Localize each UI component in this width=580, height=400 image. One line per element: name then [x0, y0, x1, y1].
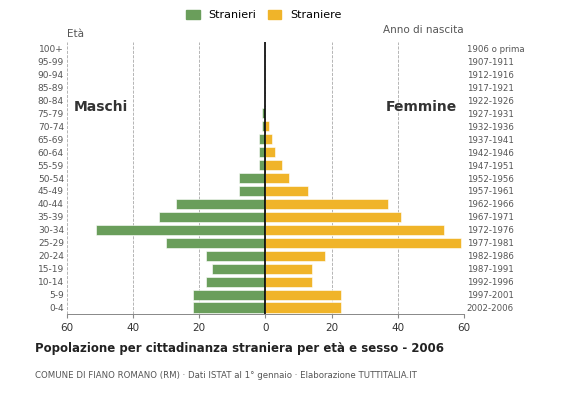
Bar	[206, 251, 266, 261]
Bar	[239, 173, 266, 183]
Text: Femmine: Femmine	[386, 100, 458, 114]
Bar	[212, 264, 266, 274]
Bar	[206, 276, 266, 287]
Bar	[259, 147, 266, 157]
Bar	[266, 173, 288, 183]
Bar	[266, 121, 269, 131]
Bar	[266, 160, 282, 170]
Bar	[266, 134, 272, 144]
Bar	[176, 199, 266, 209]
Bar	[166, 238, 266, 248]
Bar	[266, 199, 388, 209]
Bar	[193, 290, 266, 300]
Bar	[266, 302, 342, 312]
Bar	[266, 264, 311, 274]
Bar	[266, 290, 342, 300]
Text: Maschi: Maschi	[73, 100, 128, 114]
Text: Popolazione per cittadinanza straniera per età e sesso - 2006: Popolazione per cittadinanza straniera p…	[35, 342, 444, 355]
Bar	[266, 186, 309, 196]
Text: Età: Età	[67, 30, 84, 40]
Bar	[193, 302, 266, 312]
Bar	[262, 121, 266, 131]
Bar	[262, 108, 266, 118]
Bar	[266, 225, 444, 235]
Bar	[239, 186, 266, 196]
Bar	[266, 276, 311, 287]
Bar	[259, 134, 266, 144]
Text: COMUNE DI FIANO ROMANO (RM) · Dati ISTAT al 1° gennaio · Elaborazione TUTTITALIA: COMUNE DI FIANO ROMANO (RM) · Dati ISTAT…	[35, 371, 416, 380]
Bar	[259, 160, 266, 170]
Bar	[266, 238, 461, 248]
Bar	[266, 147, 275, 157]
Bar	[160, 212, 266, 222]
Legend: Stranieri, Straniere: Stranieri, Straniere	[182, 6, 346, 25]
Text: Anno di nascita: Anno di nascita	[383, 25, 464, 35]
Bar	[96, 225, 266, 235]
Bar	[266, 251, 325, 261]
Bar	[266, 212, 401, 222]
